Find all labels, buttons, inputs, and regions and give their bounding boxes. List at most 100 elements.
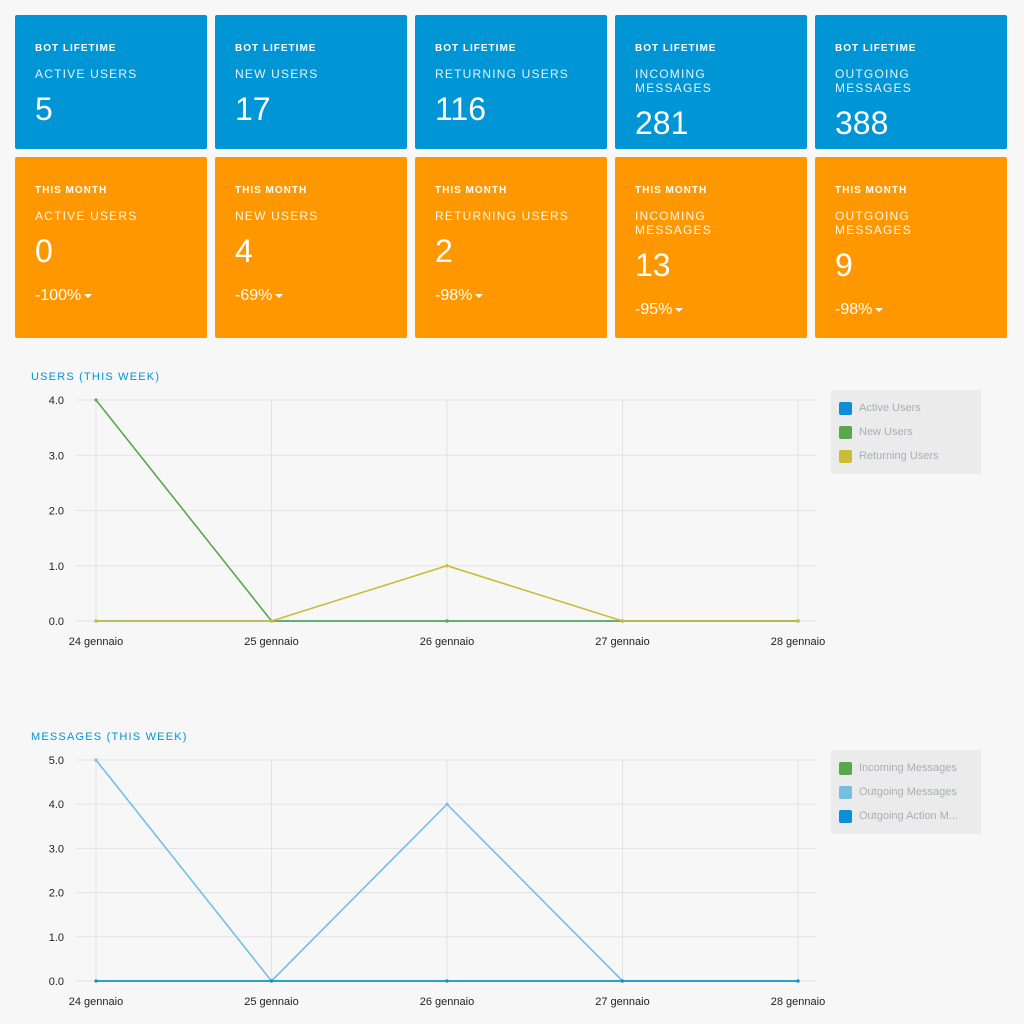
data-point <box>796 979 800 983</box>
messages-chart-title: MESSAGES (THIS WEEK) <box>31 731 188 743</box>
card-metric: RETURNING USERS <box>435 209 570 223</box>
month-returning-users-card: THIS MONTH RETURNING USERS 2 -98% <box>415 157 607 338</box>
card-change: -98% <box>835 300 987 320</box>
x-tick-label: 26 gennaio <box>420 996 474 1008</box>
x-tick-label: 27 gennaio <box>595 636 649 648</box>
data-point <box>620 979 625 983</box>
data-point <box>94 398 98 402</box>
change-value: -95% <box>635 301 673 318</box>
x-tick-label: 25 gennaio <box>244 996 298 1008</box>
month-incoming-messages-card: THIS MONTH INCOMING MESSAGES 13 -95% <box>615 157 807 338</box>
data-point <box>796 619 800 623</box>
lifetime-row: BOT LIFETIME ACTIVE USERS 5 BOT LIFETIME… <box>15 15 1007 149</box>
card-value: 17 <box>235 91 271 127</box>
card-value: 5 <box>35 91 53 127</box>
change-value: -98% <box>435 287 473 304</box>
month-row: THIS MONTH ACTIVE USERS 0 -100% THIS MON… <box>15 157 1007 338</box>
card-change: -95% <box>635 300 787 320</box>
month-outgoing-messages-card: THIS MONTH OUTGOING MESSAGES 9 -98% <box>815 157 1007 338</box>
card-category: BOT LIFETIME <box>35 43 117 54</box>
card-category: THIS MONTH <box>235 185 308 196</box>
y-tick-label: 2.0 <box>49 888 64 900</box>
stats-cards: BOT LIFETIME ACTIVE USERS 5 BOT LIFETIME… <box>15 15 1007 338</box>
legend-item[interactable]: Returning Users <box>839 444 973 468</box>
data-point <box>620 619 625 623</box>
card-value: 13 <box>635 247 671 283</box>
data-point <box>445 802 449 806</box>
legend-label: Outgoing Messages <box>859 786 957 798</box>
lifetime-returning-users-card: BOT LIFETIME RETURNING USERS 116 <box>415 15 607 149</box>
legend-item[interactable]: New Users <box>839 420 973 444</box>
legend-item[interactable]: Outgoing Messages <box>839 780 973 804</box>
data-point <box>445 564 449 568</box>
y-tick-label: 4.0 <box>49 799 64 811</box>
card-category: BOT LIFETIME <box>635 43 717 54</box>
card-value: 0 <box>35 233 53 269</box>
y-tick-label: 5.0 <box>49 755 64 767</box>
card-metric: OUTGOING MESSAGES <box>835 209 912 237</box>
card-category: BOT LIFETIME <box>235 43 317 54</box>
x-tick-label: 28 gennaio <box>771 996 825 1008</box>
data-point <box>445 619 449 623</box>
legend-swatch <box>839 449 852 463</box>
lifetime-outgoing-messages-card: BOT LIFETIME OUTGOING MESSAGES 388 <box>815 15 1007 149</box>
card-category: BOT LIFETIME <box>435 43 517 54</box>
card-metric: ACTIVE USERS <box>35 67 138 81</box>
change-value: -69% <box>235 287 273 304</box>
month-new-users-card: THIS MONTH NEW USERS 4 -69% <box>215 157 407 338</box>
legend-label: Active Users <box>859 402 921 414</box>
users-line-chart: 0.0 1.0 2.0 3.0 4.0 24 gennaio 25 gennaio 26 ge… <box>49 395 826 648</box>
x-tick-label: 26 gennaio <box>420 636 474 648</box>
x-tick-label: 24 gennaio <box>69 996 123 1008</box>
users-chart-title: USERS (THIS WEEK) <box>31 371 161 383</box>
x-tick-label: 24 gennaio <box>69 636 123 648</box>
card-category: THIS MONTH <box>435 185 508 196</box>
x-tick-label: 25 gennaio <box>244 636 298 648</box>
y-tick-label: 1.0 <box>49 561 64 573</box>
y-tick-label: 3.0 <box>49 450 64 462</box>
legend-swatch <box>839 785 852 799</box>
month-active-users-card: THIS MONTH ACTIVE USERS 0 -100% <box>15 157 207 338</box>
card-change: -98% <box>435 286 587 306</box>
card-metric: ACTIVE USERS <box>35 209 138 223</box>
card-value: 388 <box>835 105 889 141</box>
legend-item[interactable]: Incoming Messages <box>839 756 973 780</box>
data-point <box>94 758 98 762</box>
lifetime-active-users-card: BOT LIFETIME ACTIVE USERS 5 <box>15 15 207 149</box>
card-category: THIS MONTH <box>835 185 908 196</box>
caret-down-icon <box>275 294 284 298</box>
legend-label: Outgoing Action M... <box>859 810 959 822</box>
y-tick-label: 1.0 <box>49 932 64 944</box>
legend-item[interactable]: Outgoing Action M... <box>839 804 973 828</box>
card-metric: OUTGOING MESSAGES <box>835 67 912 95</box>
messages-line-chart: 0.0 1.0 2.0 3.0 4.0 5.0 24 gennaio 25 gennaio 26… <box>49 755 826 1008</box>
card-category: BOT LIFETIME <box>835 43 917 54</box>
legend-label: Returning Users <box>859 450 939 462</box>
y-tick-label: 3.0 <box>49 843 64 855</box>
card-category: THIS MONTH <box>635 185 708 196</box>
card-change: -69% <box>235 286 387 306</box>
card-value: 281 <box>635 105 689 141</box>
caret-down-icon <box>875 308 884 312</box>
y-tick-label: 4.0 <box>49 395 64 407</box>
card-metric: RETURNING USERS <box>435 67 570 81</box>
data-point <box>269 979 274 983</box>
card-value: 4 <box>235 233 253 269</box>
caret-down-icon <box>475 294 484 298</box>
change-value: -100% <box>35 287 82 304</box>
messages-chart-legend: Incoming Messages Outgoing Messages Outg… <box>831 750 981 834</box>
legend-swatch <box>839 761 852 775</box>
card-metric: NEW USERS <box>235 67 319 81</box>
legend-swatch <box>839 809 852 823</box>
card-value: 2 <box>435 233 453 269</box>
caret-down-icon <box>84 294 93 298</box>
card-value: 9 <box>835 247 853 283</box>
card-metric: NEW USERS <box>235 209 319 223</box>
lifetime-incoming-messages-card: BOT LIFETIME INCOMING MESSAGES 281 <box>615 15 807 149</box>
legend-label: New Users <box>859 426 913 438</box>
card-category: THIS MONTH <box>35 185 108 196</box>
legend-item[interactable]: Active Users <box>839 396 973 420</box>
data-point <box>94 619 98 623</box>
x-tick-label: 27 gennaio <box>595 996 649 1008</box>
users-chart-legend: Active Users New Users Returning Users <box>831 390 981 474</box>
